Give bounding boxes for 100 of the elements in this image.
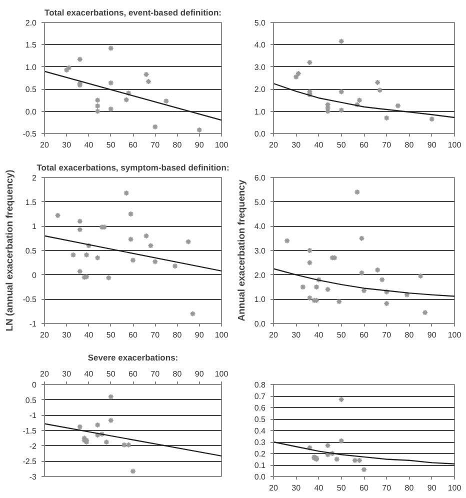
x-tick-label: 50 xyxy=(336,330,346,340)
y-tick-label: 3.0 xyxy=(254,246,266,256)
y-tick-label: 2.0 xyxy=(25,18,38,28)
x-tick-label: 80 xyxy=(172,370,182,378)
x-tick-label: 20 xyxy=(269,330,278,340)
y-tick-label: 4.0 xyxy=(254,40,266,50)
x-tick-label: 90 xyxy=(427,140,437,150)
y-tick-label: 1.0 xyxy=(25,62,38,72)
x-tick-label: 60 xyxy=(360,484,369,492)
x-tick-label: 50 xyxy=(336,484,346,492)
y-tick-label: -2.5 xyxy=(22,457,38,466)
chart-title: Total exacerbations, symptom-based definition: xyxy=(36,162,230,172)
x-tick-label: 40 xyxy=(314,140,324,150)
y-tick-label: 5.0 xyxy=(254,198,266,207)
x-tick-label: 40 xyxy=(84,140,94,150)
x-tick-label: 100 xyxy=(448,330,462,340)
x-tick-label: 100 xyxy=(214,370,229,378)
x-tick-label: 50 xyxy=(106,370,116,378)
x-tick-label: 100 xyxy=(448,484,462,492)
y-tick-label: -1 xyxy=(29,411,38,420)
x-tick-label: 100 xyxy=(214,140,229,150)
x-tick-label: 90 xyxy=(194,370,204,378)
y-tick-label: 0.2 xyxy=(254,450,266,458)
y-tick-label: -0.5 xyxy=(22,130,38,138)
x-tick-label: 70 xyxy=(150,330,160,340)
y-tick-label: 0.5 xyxy=(25,246,38,256)
y-tick-label: 0.5 xyxy=(254,415,266,424)
y-tick-label: 0 xyxy=(32,270,38,280)
y-tick-label: 0.0 xyxy=(254,320,266,328)
y-tick-label: 3.0 xyxy=(254,62,266,72)
y-tick-label: -1 xyxy=(29,320,38,328)
y-tick-label: 2.0 xyxy=(254,270,266,280)
y-tick-label: 0.6 xyxy=(254,404,266,412)
chart-title: Severe exacerbations: xyxy=(88,352,178,362)
y-tick-label: -3 xyxy=(29,472,38,482)
y-tick-label: 5.0 xyxy=(254,18,266,28)
x-tick-label: 70 xyxy=(382,330,392,340)
x-tick-label: 60 xyxy=(128,140,138,150)
x-tick-label: 60 xyxy=(128,370,138,378)
x-tick-label: 90 xyxy=(427,484,437,492)
x-tick-label: 60 xyxy=(128,330,138,340)
y-tick-label: 0.3 xyxy=(254,438,266,447)
y-tick-label: 0.8 xyxy=(254,380,266,390)
x-tick-label: 30 xyxy=(62,140,72,150)
x-tick-label: 70 xyxy=(150,370,160,378)
x-tick-label: 20 xyxy=(40,330,50,340)
y-tick-label: 4.0 xyxy=(254,222,266,232)
x-tick-label: 30 xyxy=(292,140,302,150)
x-tick-label: 40 xyxy=(314,330,324,340)
y-tick-label: 0.0 xyxy=(254,472,266,482)
y-tick-label: 0.5 xyxy=(25,396,38,405)
x-tick-label: 100 xyxy=(214,330,229,340)
y-tick-label: 0.4 xyxy=(254,426,266,436)
y-tick-label: -2 xyxy=(29,442,38,451)
x-tick-label: 40 xyxy=(84,370,94,378)
x-tick-label: 80 xyxy=(404,140,414,150)
y-tick-label: 1.5 xyxy=(25,40,38,50)
y-tick-label: 0.0 xyxy=(25,107,38,116)
x-tick-label: 90 xyxy=(427,330,437,340)
x-tick-label: 70 xyxy=(382,484,392,492)
y-axis-title: LN (annual exacerbation frequency) xyxy=(4,170,16,332)
y-tick-label: -0.5 xyxy=(22,295,38,304)
y-tick-label: 0.7 xyxy=(254,392,266,401)
y-tick-label: 1.5 xyxy=(25,198,38,207)
y-tick-label: 1.0 xyxy=(254,295,266,304)
y-tick-label: 2.0 xyxy=(254,85,266,94)
x-tick-label: 80 xyxy=(172,330,182,340)
x-tick-label: 30 xyxy=(292,330,302,340)
y-tick-label: 0 xyxy=(32,380,38,390)
x-tick-label: 50 xyxy=(106,330,116,340)
x-tick-label: 80 xyxy=(404,330,414,340)
x-tick-label: 40 xyxy=(84,330,94,340)
x-tick-label: 80 xyxy=(404,484,414,492)
y-tick-label: 0.1 xyxy=(254,461,266,470)
x-tick-label: 20 xyxy=(269,484,278,492)
y-tick-label: 0.5 xyxy=(25,85,38,94)
chart-title: Total exacerbations, event-based definition: xyxy=(44,8,222,18)
x-tick-label: 80 xyxy=(172,140,182,150)
x-tick-label: 70 xyxy=(150,140,160,150)
x-tick-label: 30 xyxy=(62,330,72,340)
x-tick-label: 60 xyxy=(360,330,369,340)
x-tick-label: 20 xyxy=(269,140,278,150)
x-tick-label: 20 xyxy=(40,370,50,378)
y-tick-label: 2 xyxy=(32,174,38,182)
x-tick-label: 90 xyxy=(194,330,204,340)
x-tick-label: 60 xyxy=(360,140,369,150)
y-tick-label: 0.0 xyxy=(254,130,266,138)
x-tick-label: 20 xyxy=(40,140,50,150)
y-axis-title: Annual exacerbation frequency xyxy=(236,179,248,322)
y-tick-label: 6.0 xyxy=(254,174,266,182)
x-tick-label: 30 xyxy=(62,370,72,378)
x-tick-label: 70 xyxy=(382,140,392,150)
y-tick-label: 1.0 xyxy=(254,107,266,116)
x-tick-label: 100 xyxy=(448,140,462,150)
x-tick-label: 40 xyxy=(314,484,324,492)
x-tick-label: 30 xyxy=(292,484,302,492)
x-tick-label: 50 xyxy=(106,140,116,150)
x-tick-label: 90 xyxy=(194,140,204,150)
x-tick-label: 50 xyxy=(336,140,346,150)
y-tick-label: -1.5 xyxy=(22,426,38,436)
